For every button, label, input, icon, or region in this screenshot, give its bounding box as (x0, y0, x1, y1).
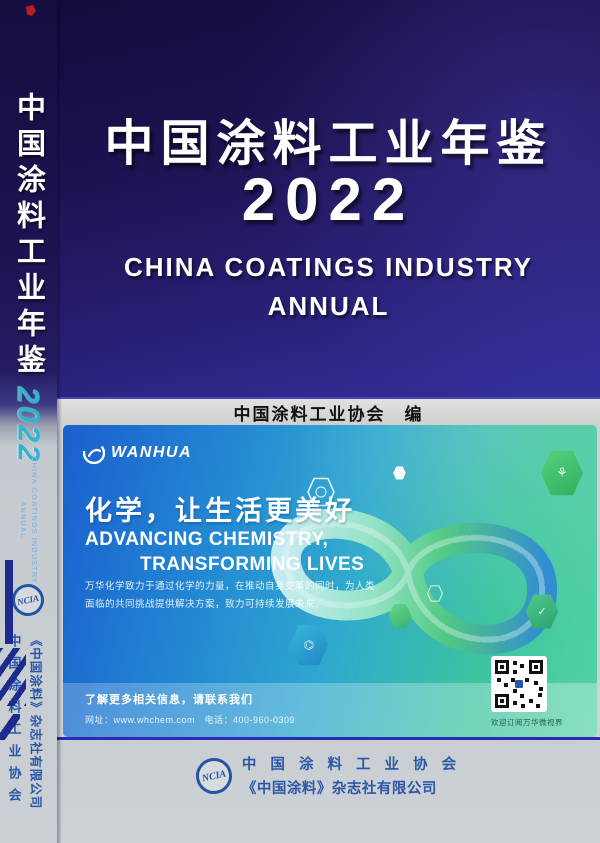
spine-decoration-stripes (0, 648, 26, 706)
spine-decoration-bar (5, 560, 13, 644)
contact-detail: 网址：www.whchem.com 电话：400-960-0309 (85, 715, 296, 725)
front-cover: 中国涂料工业年鉴 2022 CHINA COATINGS INDUSTRY AN… (57, 0, 600, 843)
print-speck-red (26, 5, 36, 16)
banner-body-text: 万华化学致力于通过化学的力量，在推动自身变革的同时，为人类 面临的共同挑战提供解… (85, 581, 376, 610)
banner-bottom-rule (57, 737, 600, 740)
wanhua-swirl-icon (83, 442, 105, 464)
banner-slogan-cn: 化学，让生活更美好 (85, 496, 355, 526)
publisher-footer: NCIA 中 国 涂 料 工 业 协 会 《中国涂料》杂志社有限公司 (57, 740, 600, 843)
molecule-hexagon-icon: ⌬ (289, 624, 329, 666)
publisher-lines: 中 国 涂 料 工 业 协 会 《中国涂料》杂志社有限公司 (242, 753, 461, 798)
book-spine: 中国涂料工业年鉴 2022 CHINA COATINGS INDUSTRY AN… (0, 0, 57, 843)
publisher-company: 《中国涂料》杂志社有限公司 (241, 781, 437, 797)
cover-year: 2022 (241, 166, 416, 233)
publisher-association: 中 国 涂 料 工 业 协 会 (241, 757, 462, 773)
spine-year: 2022 (11, 386, 47, 464)
spine-subtitle: CHINA COATINGS INDUSTRY ANNUAL (18, 456, 39, 584)
ncia-logo-icon: NCIA (192, 754, 236, 797)
banner-contact: 了解更多相关信息，请联系我们 网址：www.whchem.com 电话：400-… (85, 691, 295, 726)
banner-slogan-en-line2: TRANSFORMING LIVES (140, 554, 365, 575)
qr-caption: 欢迎订阅万华微视界 (491, 718, 563, 727)
hexagon-icon: ⚘ (540, 450, 584, 496)
outline-hexagon-icon (307, 477, 335, 507)
hexagon-dot-icon (393, 466, 406, 480)
editor-band: 中国涂料工业协会 编 (57, 397, 600, 425)
contact-title: 了解更多相关信息，请联系我们 (85, 694, 253, 706)
wanhua-brand-text: WANHUA (111, 444, 192, 461)
infinity-hexagon-graphic (270, 508, 557, 655)
qr-block: 欢迎订阅万华微视界 (491, 656, 563, 728)
cover-subtitle-line2: ANNUAL (267, 291, 390, 321)
spine-fold-shadow (57, 0, 62, 843)
wanhua-logo: WANHUA (83, 442, 192, 464)
spine-decoration-stripe (0, 714, 20, 740)
wanhua-ad-banner: ⚘ ⌬ ✓ WANHUA (63, 425, 597, 737)
spine-publisher-name: 《中国涂料》杂志社有限公司 (28, 633, 43, 809)
editor-credit: 中国涂料工业协会 编 (233, 404, 424, 424)
outline-hexagon-icon (427, 585, 443, 602)
ncia-logo-icon: NCIA (9, 581, 47, 619)
cover-title: 中国涂料工业年鉴 (104, 117, 553, 171)
banner-slogan-en-line1: ADVANCING CHEMISTRY, (85, 529, 329, 550)
title-area: 中国涂料工业年鉴 2022 CHINA COATINGS INDUSTRY AN… (57, 0, 600, 397)
cover-subtitle-line1: CHINA COATINGS INDUSTRY (123, 252, 534, 282)
shield-hexagon-icon: ✓ (525, 594, 559, 629)
qr-code (491, 656, 547, 712)
spine-title: 中国涂料工业年鉴 (12, 92, 45, 380)
hexagon-icon (388, 604, 412, 628)
